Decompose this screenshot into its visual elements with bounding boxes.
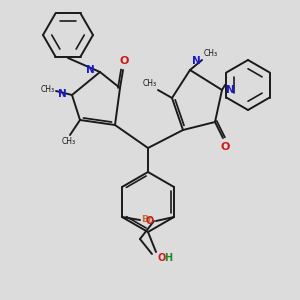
- Text: O: O: [146, 216, 154, 226]
- Text: N: N: [86, 65, 95, 75]
- Text: O: O: [220, 142, 230, 152]
- Text: CH₃: CH₃: [41, 85, 55, 94]
- Text: CH₃: CH₃: [62, 137, 76, 146]
- Text: H: H: [164, 253, 172, 263]
- Text: N: N: [226, 85, 235, 95]
- Text: N: N: [58, 89, 67, 99]
- Text: CH₃: CH₃: [143, 79, 157, 88]
- Text: O: O: [157, 253, 165, 263]
- Text: CH₃: CH₃: [204, 49, 218, 58]
- Text: Br: Br: [141, 215, 152, 224]
- Text: O: O: [119, 56, 129, 66]
- Text: N: N: [192, 56, 201, 66]
